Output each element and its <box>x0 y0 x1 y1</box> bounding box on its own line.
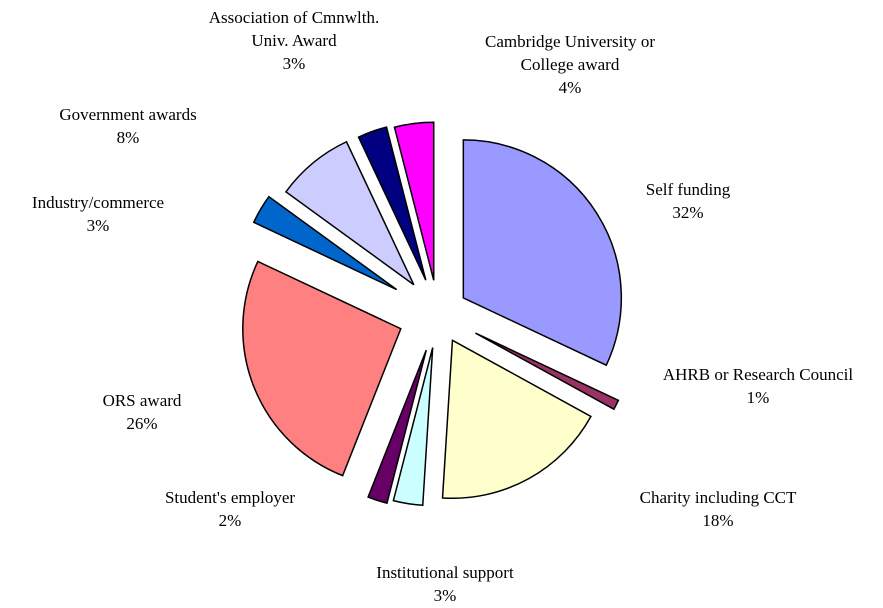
slice-label: Charity including CCT 18% <box>618 486 818 532</box>
slice-name: Institutional support <box>376 563 514 582</box>
slice-name: Cambridge University or College award <box>485 32 655 74</box>
slice-label: Institutional support 3% <box>345 561 545 607</box>
slice-name: AHRB or Research Council <box>662 365 854 384</box>
pie-slice <box>357 126 427 281</box>
slice-label: Self funding 32% <box>628 178 748 224</box>
slice-percent: 3% <box>433 586 457 605</box>
slice-name: Self funding <box>645 180 731 199</box>
pie-slice <box>252 195 398 291</box>
slice-percent: 18% <box>702 511 734 530</box>
slice-label: Student's employer 2% <box>130 486 330 532</box>
slice-name: Charity including CCT <box>639 488 797 507</box>
slice-percent: 32% <box>672 203 704 222</box>
pie-slice <box>392 347 434 507</box>
pie-slice <box>284 140 415 286</box>
pie-slice <box>441 339 592 500</box>
slice-percent: 4% <box>558 78 582 97</box>
slice-name: ORS award <box>102 391 182 410</box>
slice-label: Association of Cmnwlth. Univ. Award 3% <box>204 6 384 75</box>
slice-percent: 3% <box>282 54 306 73</box>
slice-name: Government awards <box>59 105 197 124</box>
slice-label: ORS award 26% <box>82 389 202 435</box>
slice-name: Student's employer <box>164 488 296 507</box>
slice-label: Cambridge University or College award 4% <box>475 30 665 99</box>
pie-slice <box>242 260 402 477</box>
slice-percent: 1% <box>746 388 770 407</box>
slice-name: Association of Cmnwlth. Univ. Award <box>208 8 380 50</box>
slice-label: AHRB or Research Council 1% <box>628 363 883 409</box>
pie-slice <box>393 121 435 281</box>
slice-label: Industry/commerce 3% <box>0 191 198 237</box>
slice-label: Government awards 8% <box>28 103 228 149</box>
slice-percent: 3% <box>86 216 110 235</box>
slice-percent: 8% <box>116 128 140 147</box>
pie-slice <box>367 349 427 505</box>
pie-slice <box>475 332 620 411</box>
slice-percent: 26% <box>126 414 158 433</box>
slice-percent: 2% <box>218 511 242 530</box>
slice-name: Industry/commerce <box>31 193 165 212</box>
pie-slice <box>462 139 623 367</box>
